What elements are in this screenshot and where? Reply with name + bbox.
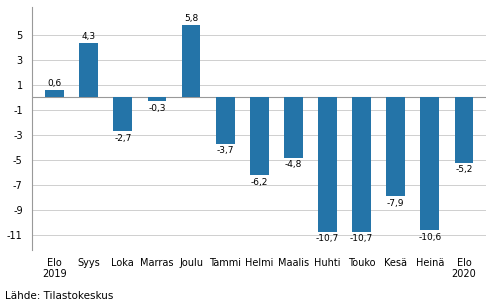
Bar — [352, 97, 371, 232]
Text: 5,8: 5,8 — [184, 14, 198, 22]
Bar — [250, 97, 269, 175]
Bar — [318, 97, 337, 232]
Bar — [421, 97, 439, 230]
Text: -10,7: -10,7 — [350, 234, 373, 243]
Text: 0,6: 0,6 — [47, 79, 62, 88]
Text: -0,3: -0,3 — [148, 104, 166, 112]
Bar — [284, 97, 303, 157]
Bar — [113, 97, 132, 131]
Bar — [387, 97, 405, 196]
Bar — [216, 97, 235, 144]
Text: -6,2: -6,2 — [250, 178, 268, 187]
Text: -2,7: -2,7 — [114, 134, 132, 143]
Bar — [45, 90, 64, 97]
Text: -3,7: -3,7 — [216, 146, 234, 155]
Text: Lähde: Tilastokeskus: Lähde: Tilastokeskus — [5, 291, 113, 301]
Bar — [455, 97, 473, 163]
Text: -10,7: -10,7 — [316, 234, 339, 243]
Text: -4,8: -4,8 — [284, 160, 302, 169]
Text: 4,3: 4,3 — [82, 33, 96, 41]
Text: -7,9: -7,9 — [387, 199, 404, 208]
Bar — [79, 43, 98, 97]
Bar — [147, 97, 166, 101]
Text: -10,6: -10,6 — [418, 233, 441, 242]
Text: -5,2: -5,2 — [455, 165, 473, 174]
Bar — [181, 25, 200, 97]
